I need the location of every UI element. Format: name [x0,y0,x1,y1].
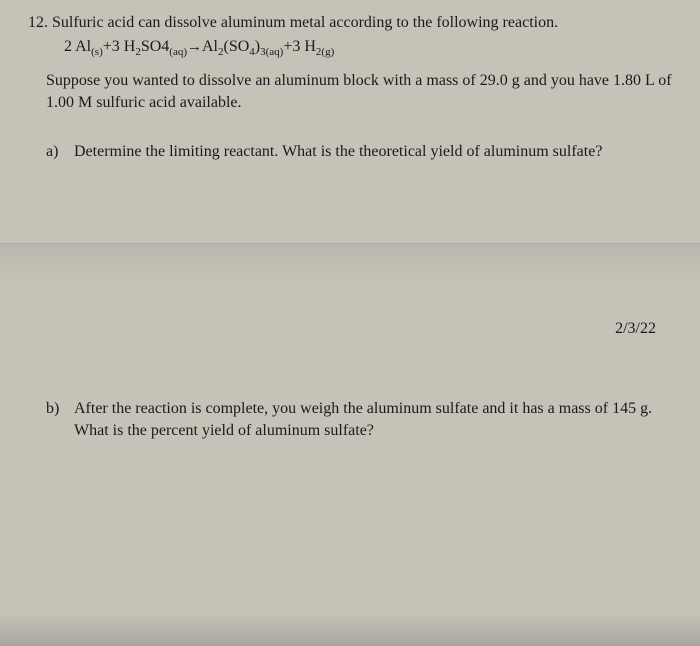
eq-state3: (aq) [266,46,284,58]
part-a-label: a) [46,141,64,163]
eq-sp2a: H [124,38,136,55]
eq-state4: (g) [321,46,334,58]
eq-sp2b: SO4 [141,38,169,55]
date-annotation: 2/3/22 [615,320,656,338]
eq-arrow: → [187,39,202,55]
eq-state1: (s) [91,46,103,58]
eq-sp3b: (SO [224,38,250,55]
page-fold-shadow [0,245,700,285]
eq-coef1: 2 [64,38,72,55]
page-bottom-shadow [0,614,700,646]
part-b-label: b) [46,398,64,441]
question-intro-line: 12. Sulfuric acid can dissolve aluminum … [28,12,672,34]
part-b-text: After the reaction is complete, you weig… [74,398,672,441]
question-number: 12. [28,14,48,31]
question-context: Suppose you wanted to dissolve an alumin… [46,70,672,113]
eq-species1: Al [75,38,91,55]
chemical-equation: 2 Al(s)+3 H2SO4(aq)→Al2(SO4)3(aq)+3 H2(g… [64,36,672,61]
worksheet-page: 12. Sulfuric acid can dissolve aluminum … [0,0,700,646]
question-intro-text: Sulfuric acid can dissolve aluminum meta… [52,14,558,31]
eq-state2: (aq) [169,46,187,58]
part-b: b) After the reaction is complete, you w… [46,398,672,441]
eq-sp4: H [304,38,316,55]
part-b-container: b) After the reaction is complete, you w… [28,398,672,441]
eq-plus2: +3 [283,38,300,55]
eq-plus1: +3 [103,38,120,55]
part-a-text: Determine the limiting reactant. What is… [74,141,602,163]
eq-sp3: Al [202,38,218,55]
part-a: a) Determine the limiting reactant. What… [46,141,672,163]
